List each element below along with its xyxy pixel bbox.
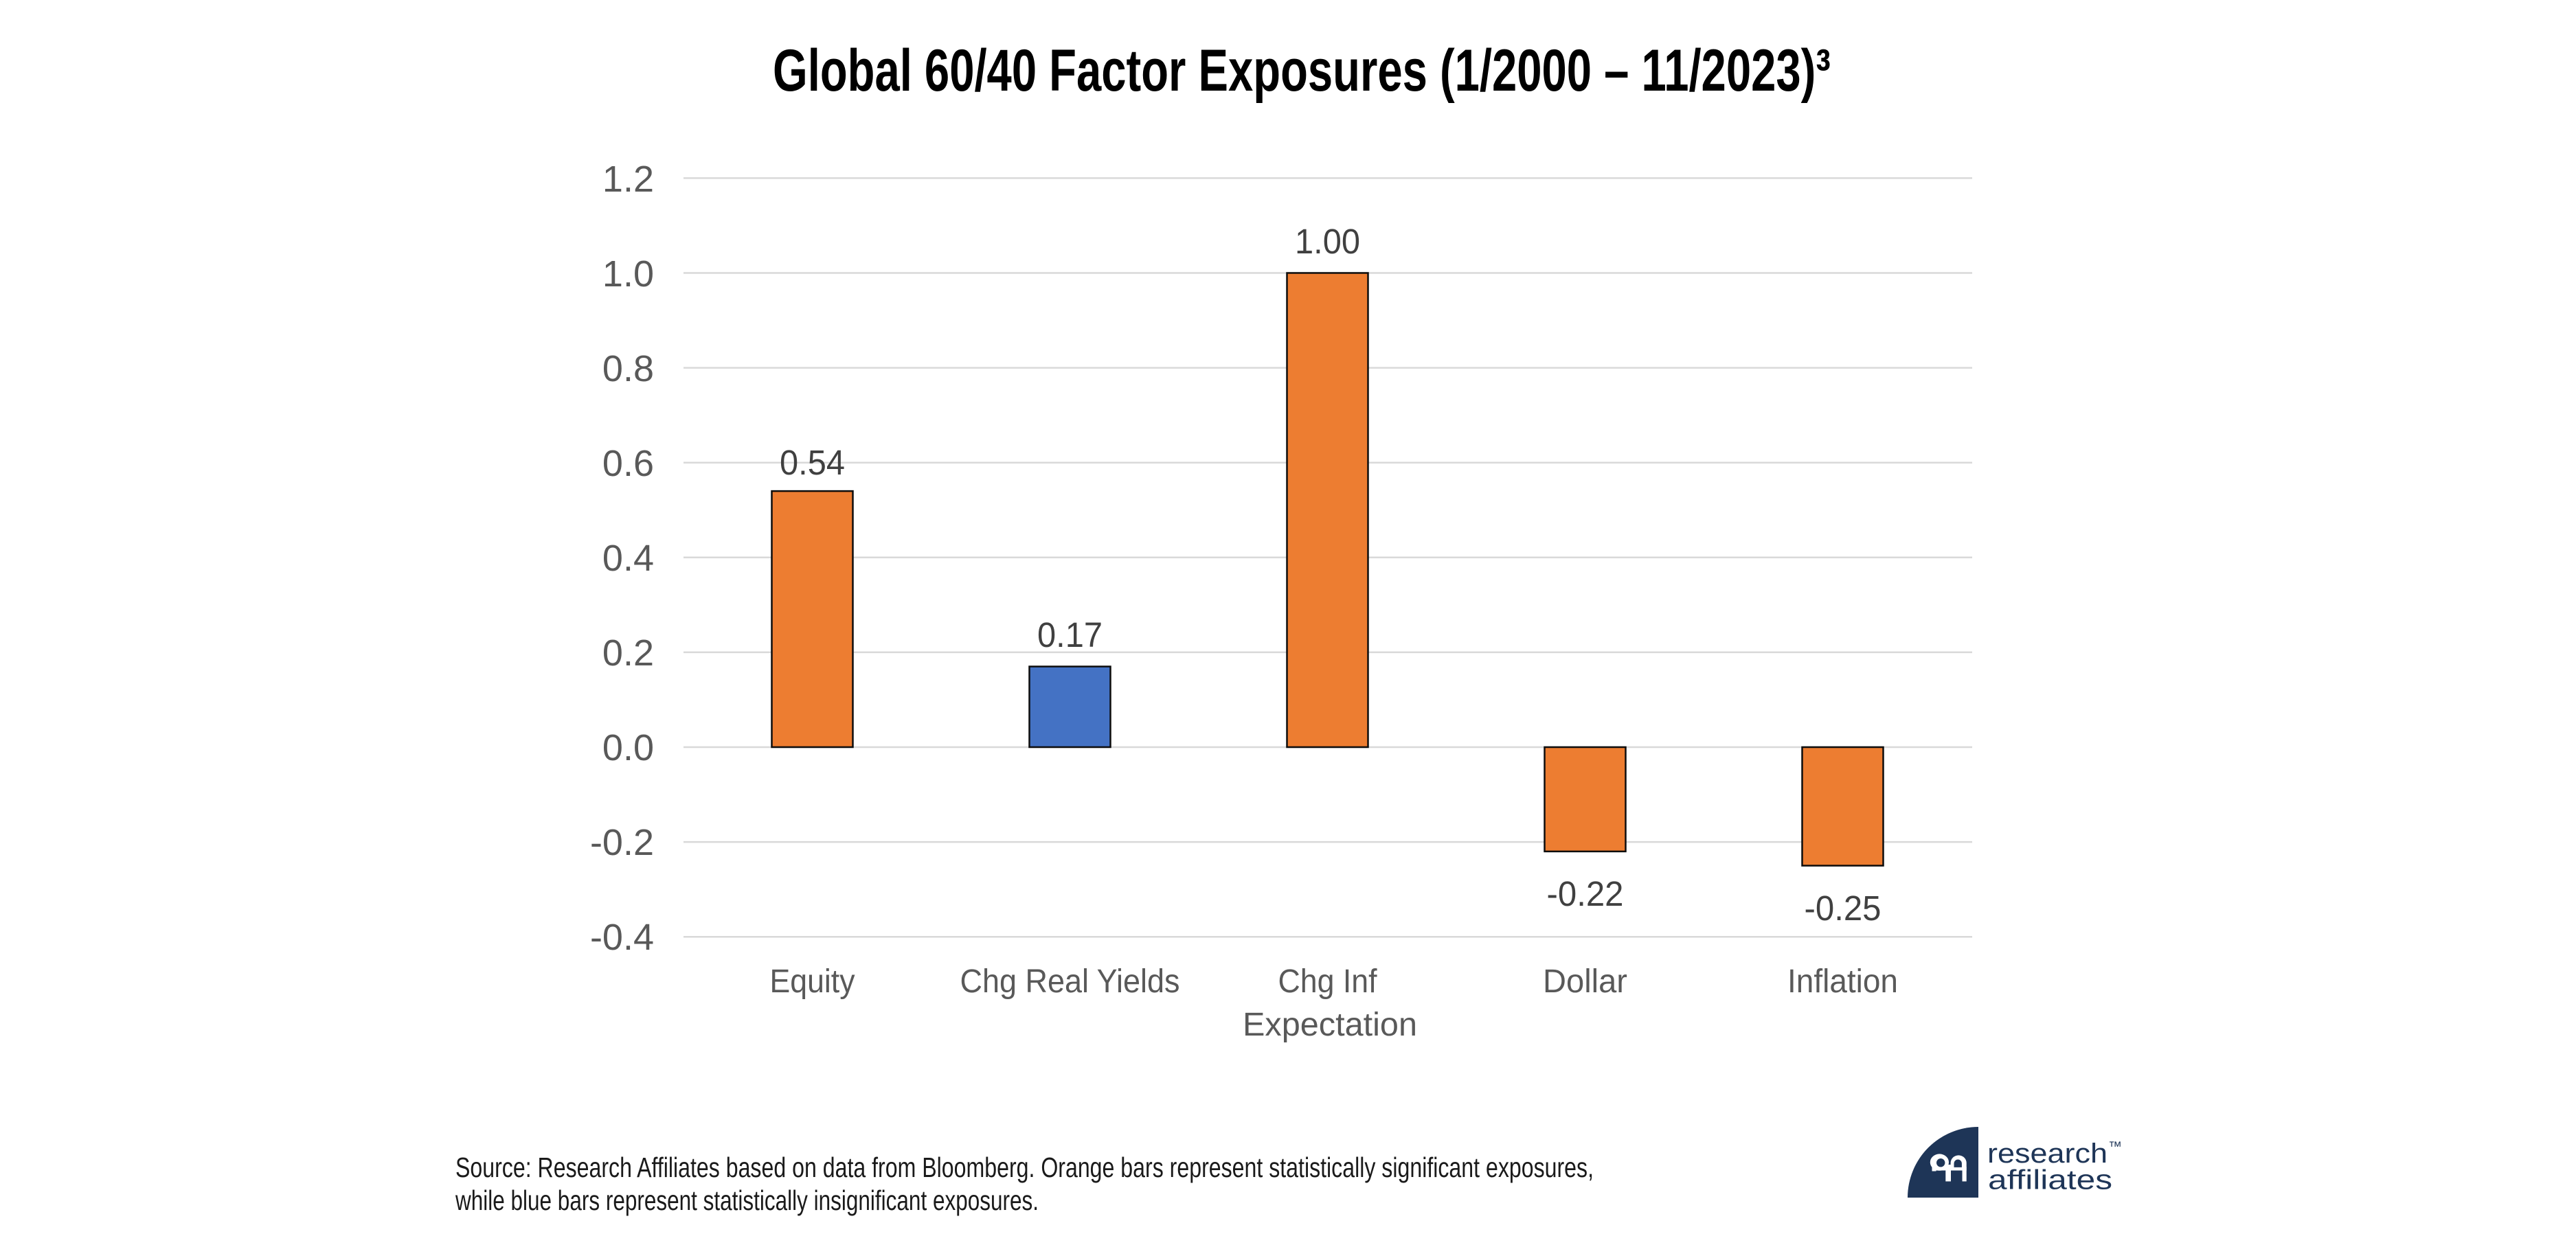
svg-text:0.17: 0.17 — [1037, 615, 1103, 654]
svg-text:Global 60/40 Factor Exposures: Global 60/40 Factor Exposures (1/2000 – … — [773, 38, 1831, 104]
svg-text:-0.4: -0.4 — [590, 917, 654, 958]
svg-text:0.6: 0.6 — [602, 443, 654, 484]
svg-text:while blue bars represent stat: while blue bars represent statistically … — [455, 1185, 1039, 1216]
svg-text:Expectation: Expectation — [1243, 1007, 1417, 1043]
svg-text:0.2: 0.2 — [602, 632, 654, 674]
svg-text:-0.25: -0.25 — [1805, 889, 1882, 928]
svg-text:1.2: 1.2 — [602, 159, 654, 200]
svg-text:1.0: 1.0 — [602, 253, 654, 295]
svg-text:0.4: 0.4 — [602, 538, 654, 579]
svg-text:™: ™ — [2108, 1139, 2122, 1154]
svg-text:Chg Real Yields: Chg Real Yields — [960, 963, 1180, 1000]
svg-text:Chg Inf: Chg Inf — [1278, 963, 1378, 1000]
svg-text:Dollar: Dollar — [1543, 963, 1627, 1000]
svg-text:Inflation: Inflation — [1787, 963, 1898, 1000]
svg-text:1.00: 1.00 — [1295, 222, 1360, 261]
svg-text:0.54: 0.54 — [780, 443, 845, 482]
svg-text:-0.22: -0.22 — [1547, 874, 1624, 913]
svg-text:research: research — [1987, 1139, 2108, 1169]
svg-text:0.0: 0.0 — [602, 727, 654, 768]
svg-text:Equity: Equity — [770, 963, 855, 1000]
svg-text:affiliates: affiliates — [1988, 1165, 2112, 1196]
svg-text:Source: Research Affiliates ba: Source: Research Affiliates based on dat… — [455, 1152, 1594, 1183]
svg-text:0.8: 0.8 — [602, 348, 654, 389]
svg-text:-0.2: -0.2 — [590, 822, 654, 863]
